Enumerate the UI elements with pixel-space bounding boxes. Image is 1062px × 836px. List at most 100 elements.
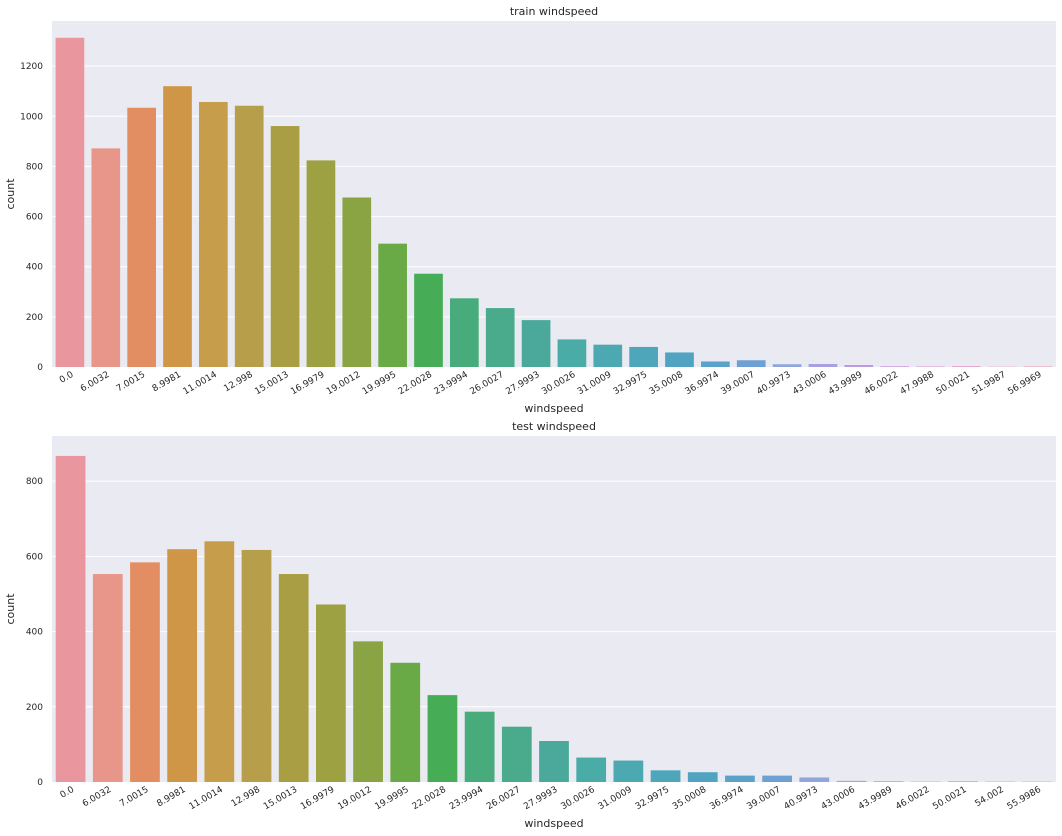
x-tick-label: 27.9993: [522, 785, 559, 812]
bar: [916, 366, 945, 367]
x-tick-label: 40.9973: [755, 370, 792, 397]
bar: [521, 320, 551, 367]
x-tick-label: 16.9979: [299, 785, 336, 812]
x-tick-label: 19.9995: [361, 370, 398, 397]
y-axis-label: count: [4, 593, 17, 625]
y-tick-label: 600: [26, 213, 43, 223]
x-tick-label: 35.0008: [671, 785, 708, 812]
bar: [427, 695, 458, 782]
test-windspeed-chart: 0 200 400 600 800 0.0 6.0032 7.0015 8.9981 11.00…: [4, 420, 1056, 830]
y-tick-label: 0: [37, 778, 43, 788]
bar: [199, 101, 228, 367]
bar: [378, 243, 407, 367]
x-tick-label: 11.0014: [188, 785, 225, 812]
bar: [278, 574, 309, 782]
bar: [1023, 366, 1053, 367]
x-tick-label: 8.9981: [155, 785, 187, 809]
bar: [167, 549, 198, 782]
bar: [464, 711, 495, 782]
x-tick-label: 26.0027: [468, 370, 505, 397]
x-tick-label: 12.998: [222, 370, 255, 395]
bar: [241, 549, 272, 782]
x-tick-label: 0.0: [58, 370, 76, 386]
x-tick-label: 39.0007: [745, 785, 782, 812]
x-tick-label: 16.9979: [289, 370, 326, 397]
bar: [450, 298, 479, 367]
y-tick-label: 200: [26, 313, 43, 323]
bar: [772, 364, 802, 367]
x-tick-label: 39.0007: [719, 370, 756, 397]
x-tick-label: 15.0013: [262, 785, 299, 812]
x-tick-label: 23.9994: [448, 785, 485, 812]
x-tick-label: 19.0012: [325, 370, 362, 397]
x-tick-label: 51.9987: [970, 370, 1007, 397]
bar: [701, 361, 730, 367]
x-tick-label: 7.0015: [118, 785, 150, 809]
x-tick-label: 36.9974: [708, 785, 745, 812]
x-tick-label: 32.9975: [634, 785, 671, 812]
x-tick-label: 31.0009: [597, 785, 634, 812]
bar: [836, 780, 867, 782]
x-tick-label: 32.9975: [612, 370, 649, 397]
y-tick-labels: 0 200 400 600 800 1000 1200: [20, 62, 43, 373]
bar: [799, 777, 830, 782]
x-tick-label: 12.998: [230, 785, 263, 810]
x-tick-label: 43.9989: [827, 370, 864, 397]
x-tick-label: 54.002: [973, 785, 1005, 809]
bar: [629, 346, 658, 367]
y-tick-label: 1200: [20, 62, 43, 72]
x-tick-label: 31.0009: [576, 370, 613, 397]
x-tick-label: 50.0021: [935, 370, 972, 397]
bar: [270, 126, 300, 367]
bar: [55, 455, 86, 782]
chart-title: train windspeed: [510, 5, 598, 18]
bar: [736, 360, 766, 367]
x-tick-label: 22.0028: [411, 785, 448, 812]
x-tick-label: 30.0026: [540, 370, 577, 397]
x-tick-label: 0.0: [59, 785, 77, 801]
x-tick-label: 26.0027: [485, 785, 522, 812]
x-tick-label: 40.9973: [783, 785, 820, 812]
bar: [234, 105, 264, 367]
bars: [55, 37, 1053, 367]
bar: [576, 757, 607, 782]
bar: [353, 641, 383, 782]
bar: [687, 772, 718, 782]
bar: [650, 770, 681, 782]
bar: [593, 344, 623, 367]
bar: [55, 37, 85, 367]
bar: [316, 604, 346, 782]
x-tick-label: 30.0026: [559, 785, 596, 812]
y-tick-labels: 0 200 400 600 800: [26, 477, 43, 788]
y-tick-label: 400: [26, 628, 43, 638]
bar: [557, 339, 587, 367]
bar: [725, 775, 755, 782]
x-tick-label: 19.0012: [336, 785, 373, 812]
plot-background: [52, 436, 1056, 782]
x-tick-label: 23.9994: [433, 370, 470, 397]
bar: [92, 574, 123, 782]
bar: [501, 726, 532, 782]
x-tick-label: 6.0032: [81, 785, 113, 809]
y-tick-label: 800: [26, 162, 43, 172]
x-tick-label: 50.0021: [931, 785, 968, 812]
bar: [844, 364, 874, 367]
x-tick-label: 22.0028: [397, 370, 434, 397]
bars: [55, 455, 1053, 782]
bar: [414, 273, 443, 367]
x-tick-label: 6.0032: [79, 370, 111, 394]
x-axis-label: windspeed: [524, 402, 583, 415]
bar: [91, 148, 121, 367]
bar: [127, 107, 156, 367]
x-tick-label: 11.0014: [182, 370, 219, 397]
x-tick-label: 46.0022: [863, 370, 900, 397]
x-tick-label: 43.0006: [791, 370, 828, 397]
x-tick-label: 19.9995: [374, 785, 411, 812]
bar: [306, 160, 336, 367]
y-tick-label: 400: [26, 263, 43, 273]
x-tick-label: 35.0008: [648, 370, 685, 397]
x-axis-label: windspeed: [524, 817, 583, 830]
x-tick-label: 8.9981: [151, 370, 183, 394]
bar: [808, 363, 838, 367]
